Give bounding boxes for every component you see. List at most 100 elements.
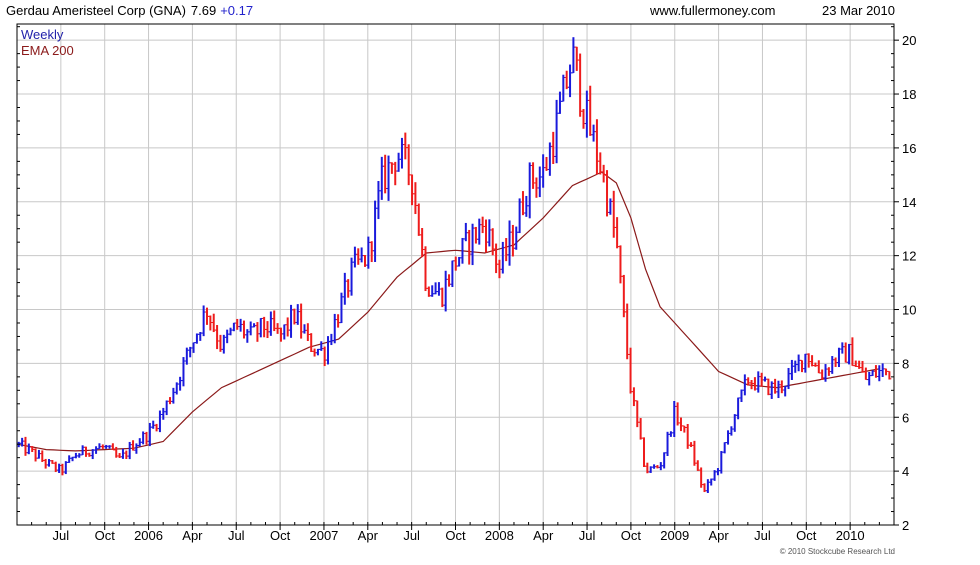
weekly-bar-down [625,303,630,360]
y-tick-label: 8 [902,356,909,371]
x-tick-label: Oct [270,528,291,543]
weekly-bar-up [258,317,263,338]
weekly-bar-down [154,423,159,432]
weekly-bar-down [393,161,398,186]
weekly-bar-down [241,320,246,339]
weekly-bar-up [507,220,512,266]
weekly-bar-down [641,437,646,467]
weekly-bar-down [33,448,38,462]
weekly-bar-up [571,37,576,74]
weekly-bar-up [500,241,505,274]
weekly-bar-down [655,465,660,469]
weekly-bar-up [228,327,233,336]
weekly-bar-down [285,317,290,337]
last-price: 7.69 [191,3,216,18]
weekly-bar-down [578,53,583,117]
ema-layer [16,171,880,452]
x-tick-label: Oct [445,528,466,543]
weekly-bar-down [621,274,626,318]
weekly-bar-down [480,216,485,234]
weekly-bar-down [356,248,361,265]
weekly-bar-up [537,166,542,198]
weekly-bar-up [379,156,384,200]
weekly-bar-down [262,316,267,338]
weekly-bar-up [319,341,324,351]
weekly-bar-up [171,387,176,404]
weekly-bar-down [810,355,815,367]
weekly-bar-down [615,217,620,249]
grid-lines [17,24,894,526]
x-tick-label: Oct [796,528,817,543]
ema-200-line [16,171,880,452]
weekly-bar-down [574,46,579,71]
weekly-bar-down [601,164,606,183]
weekly-bar-up [245,329,250,343]
x-axis-ticks: Jul Oct 2006 Apr Jul Oct 2007 Apr Jul Oct 2008 Apr J… [16,522,895,543]
weekly-bar-up [608,198,613,215]
weekly-bar-up [541,154,546,188]
weekly-bar-up [376,180,381,220]
weekly-bar-up [591,124,596,142]
weekly-bar-down [305,323,310,342]
weekly-bar-up [157,410,162,433]
weekly-bar-up [756,371,761,393]
y-tick-label: 6 [902,410,909,425]
x-tick-label: 2007 [309,528,338,543]
weekly-bar-up [517,198,522,234]
y-tick-label: 12 [902,249,916,264]
weekly-bar-down [369,241,374,263]
weekly-bar-up [430,285,435,297]
legend-ema: EMA 200 [21,43,74,58]
weekly-bar-up [231,322,236,332]
weekly-bar-up [36,449,41,459]
weekly-bar-down [598,152,603,175]
weekly-bar-down [860,360,865,373]
weekly-bar-down [87,452,92,457]
weekly-bar-up [477,218,482,245]
weekly-bar-up [352,246,357,268]
weekly-bar-up [329,333,334,346]
weekly-bar-up [26,443,31,455]
chart-date: 23 Mar 2010 [822,3,895,18]
weekly-bar-down [520,191,525,216]
weekly-bar-up [554,99,559,164]
weekly-bar-down [453,256,458,271]
x-tick-label: 2009 [660,528,689,543]
weekly-bar-up [568,64,573,98]
weekly-bar-up [359,247,364,263]
chart-title: Gerdau Ameristeel Corp (GNA) 7.69 +0.17 [6,3,253,18]
weekly-bar-down [440,287,445,308]
website-label: www.fullermoney.com [649,3,775,18]
weekly-bar-up [470,223,475,266]
weekly-bar-up [830,356,835,374]
y-tick-label: 10 [902,303,916,318]
weekly-bar-down [816,360,821,374]
weekly-bar-up [880,363,885,377]
weekly-bar-down [299,303,304,339]
weekly-bar-up [793,360,798,373]
weekly-bar-down [675,402,680,426]
weekly-bar-down [863,367,868,381]
weekly-bar-down [403,132,408,160]
weekly-bar-down [336,314,341,328]
weekly-bar-down [43,458,48,469]
weekly-bar-up [63,461,68,475]
weekly-bar-up [302,324,307,334]
x-tick-label: Oct [95,528,116,543]
weekly-bar-down [413,182,418,215]
weekly-bar-up [836,347,841,368]
weekly-bar-up [433,282,438,295]
weekly-bar-down [467,229,472,265]
weekly-bar-down [510,224,515,257]
weekly-bar-up [662,452,667,469]
weekly-bar-up [282,324,287,340]
weekly-bar-down [278,327,283,342]
y-tick-label: 4 [902,464,909,479]
x-tick-label: Jul [228,528,245,543]
weekly-bar-up [67,455,72,463]
weekly-bar-up [248,321,253,336]
weekly-bar-down [594,119,599,175]
weekly-bar-down [531,162,536,189]
weekly-bar-down [168,397,173,405]
